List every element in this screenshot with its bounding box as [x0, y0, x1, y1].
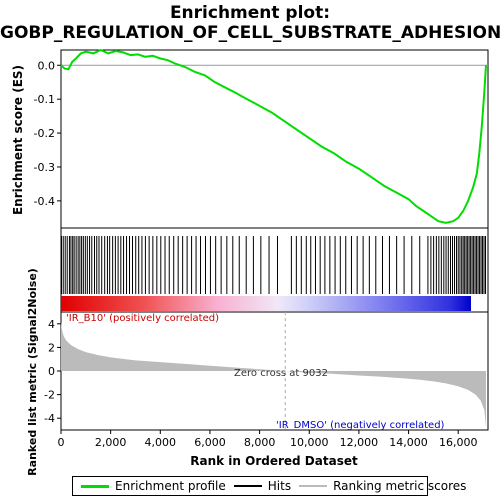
metric-xtick-label: 0	[58, 436, 65, 449]
metric-area	[61, 321, 486, 428]
metric-xlabel: Rank in Ordered Dataset	[190, 454, 358, 468]
legend-label-enrichment: Enrichment profile	[115, 479, 226, 493]
negative-label: 'IR_DMSO' (negatively correlated)	[276, 420, 445, 431]
metric-ytick-label: -2	[44, 389, 55, 402]
metric-xtick-label: 14,000	[389, 436, 428, 449]
legend-item-hits: Hits	[233, 479, 292, 493]
metric-panel: 4 2 0 -2 -4 0 2,000 4,000 6,000 8,000 10,000 12,00…	[26, 268, 489, 476]
chart-title-line2: GOBP_REGULATION_OF_CELL_SUBSTRATE_ADHESI…	[0, 23, 500, 43]
positive-label: 'IR_B10' (positively correlated)	[66, 313, 219, 324]
metric-ytick-label: 2	[48, 341, 55, 354]
metric-xtick-label: 8,000	[244, 436, 276, 449]
metric-ytick-label: 0	[48, 365, 55, 378]
legend-swatch-enrichment	[81, 484, 109, 488]
metric-xtick-label: 16,000	[439, 436, 478, 449]
hits-panel	[60, 227, 489, 313]
legend-swatch-metric	[299, 485, 328, 487]
metric-xtick-label: 10,000	[290, 436, 329, 449]
metric-ytick-label: 4	[48, 318, 55, 331]
es-ytick-label: 0.0	[38, 59, 56, 72]
chart-title-line1: Enrichment plot:	[169, 3, 331, 23]
metric-xtick-label: 4,000	[145, 436, 177, 449]
metric-ytick-label: -4	[44, 412, 55, 425]
es-panel: 0.0 -0.1 -0.2 -0.3 -0.4 Enrichment score (ES…	[11, 48, 489, 229]
es-ytick-label: -0.1	[34, 93, 55, 106]
es-ytick-label: -0.3	[34, 161, 55, 174]
es-frame	[60, 49, 489, 229]
legend-swatch-hits	[233, 485, 262, 487]
legend-label-hits: Hits	[267, 479, 292, 493]
metric-xtick-label: 2,000	[95, 436, 127, 449]
legend-label-metric: Ranking metric scores	[333, 479, 467, 493]
legend: Enrichment profile Hits Ranking metric s…	[72, 476, 466, 496]
zero-cross-label: Zero cross at 9032	[234, 368, 328, 379]
metric-xtick-label: 12,000	[340, 436, 379, 449]
es-ytick-label: -0.2	[34, 127, 55, 140]
es-ylabel: Enrichment score (ES)	[11, 65, 25, 215]
metric-ylabel: Ranked list metric (Signal2Noise)	[26, 268, 39, 476]
legend-item-metric: Ranking metric scores	[299, 479, 466, 493]
metric-xtick-label: 6,000	[194, 436, 226, 449]
es-ytick-label: -0.4	[34, 195, 55, 208]
rank-color-bar	[61, 296, 471, 311]
enrichment-profile-line	[60, 48, 487, 224]
legend-item-enrichment: Enrichment profile	[81, 479, 226, 493]
